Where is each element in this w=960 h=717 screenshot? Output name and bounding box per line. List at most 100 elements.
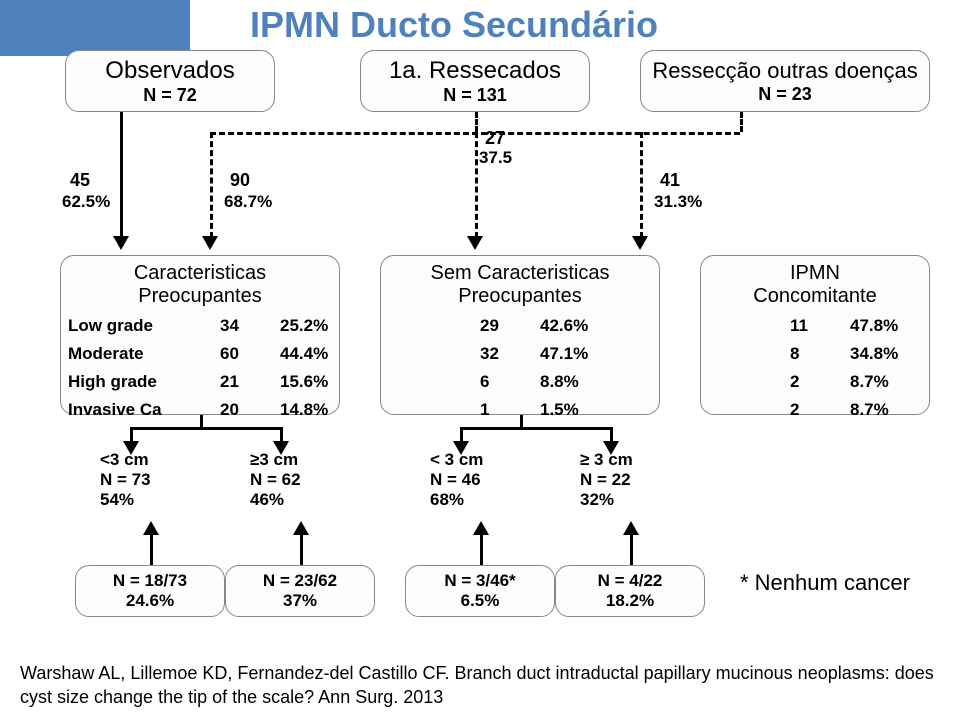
dash-line: [475, 112, 478, 132]
blue-band: [0, 0, 190, 56]
grade-cell: 29: [480, 316, 499, 336]
bottom-bubble-3: N = 4/2218.2%: [555, 565, 705, 617]
solid-line: [630, 535, 633, 565]
grade-cell: 60: [220, 344, 239, 364]
arrow-down-icon: [632, 236, 648, 250]
solid-line: [300, 535, 303, 565]
top-bubble-sub: N = 131: [443, 85, 507, 106]
size-label: ≥ 3 cm: [580, 450, 633, 470]
size-label: 54%: [100, 490, 134, 510]
dash-line: [740, 112, 743, 132]
solid-line: [120, 112, 123, 238]
bottom-n: N = 4/22: [598, 571, 663, 591]
size-label: N = 62: [250, 470, 301, 490]
grade-cell: 11: [790, 316, 808, 336]
bottom-bubble-2: N = 3/46*6.5%: [405, 565, 555, 617]
bottom-bubble-1: N = 23/6237%: [225, 565, 375, 617]
grade-cell: 20: [220, 400, 239, 420]
split-pct: 37.5: [479, 148, 512, 168]
second-bubble-title: IPMN Concomitante: [753, 262, 876, 308]
top-bubble-2: Ressecção outras doençasN = 23: [640, 50, 930, 112]
bottom-n: N = 3/46*: [444, 571, 515, 591]
top-bubble-1: 1a. RessecadosN = 131: [360, 50, 590, 112]
grade-cell: 2: [790, 372, 799, 392]
arrow-down-icon: [202, 236, 218, 250]
grade-cell: 44.4%: [280, 344, 328, 364]
grade-cell: 42.6%: [540, 316, 588, 336]
bottom-pct: 37%: [283, 591, 317, 611]
grade-cell: 1.5%: [540, 400, 579, 420]
grade-cell: 2: [790, 400, 799, 420]
dash-line: [210, 132, 213, 238]
top-bubble-label: Observados: [105, 57, 234, 85]
solid-line: [150, 535, 153, 565]
size-label: 46%: [250, 490, 284, 510]
grade-cell: Moderate: [68, 344, 144, 364]
size-label: < 3 cm: [430, 450, 483, 470]
grade-cell: 8.8%: [540, 372, 579, 392]
size-label: 32%: [580, 490, 614, 510]
bottom-pct: 18.2%: [606, 591, 654, 611]
grade-cell: 15.6%: [280, 372, 328, 392]
grade-cell: 47.8%: [850, 316, 898, 336]
branch-n: 41: [660, 170, 680, 191]
arrow-up-icon: [143, 521, 159, 535]
arrow-down-icon: [113, 236, 129, 250]
top-bubble-label: Ressecção outras doenças: [652, 58, 917, 84]
second-bubble-1: Sem Caracteristicas Preocupantes: [380, 255, 660, 415]
branch-n: 90: [230, 170, 250, 191]
grade-cell: 32: [480, 344, 499, 364]
split-n: 27: [485, 128, 505, 149]
grade-cell: 6: [480, 372, 489, 392]
top-bubble-sub: N = 23: [758, 84, 812, 105]
dash-line: [475, 132, 478, 238]
solid-line: [480, 535, 483, 565]
arrow-up-icon: [293, 521, 309, 535]
stage: IPMN Ducto Secundário ObservadosN = 72 1a…: [0, 0, 960, 717]
dash-line: [640, 132, 643, 238]
arrow-up-icon: [473, 521, 489, 535]
grade-cell: 21: [220, 372, 239, 392]
arrow-up-icon: [623, 521, 639, 535]
top-bubble-sub: N = 72: [143, 85, 197, 106]
solid-line: [200, 415, 203, 427]
grade-cell: 1: [480, 400, 489, 420]
grade-cell: Low grade: [68, 316, 153, 336]
bottom-pct: 24.6%: [126, 591, 174, 611]
grade-cell: 47.1%: [540, 344, 588, 364]
grade-cell: 34.8%: [850, 344, 898, 364]
size-label: <3 cm: [100, 450, 149, 470]
bottom-pct: 6.5%: [461, 591, 500, 611]
grade-cell: Invasive Ca: [68, 400, 162, 420]
second-bubble-title: Caracteristicas Preocupantes: [134, 262, 266, 308]
branch-pct: 31.3%: [654, 192, 702, 212]
top-bubble-0: ObservadosN = 72: [65, 50, 275, 112]
grade-cell: 34: [220, 316, 239, 336]
main-title: IPMN Ducto Secundário: [250, 4, 658, 46]
branch-pct: 68.7%: [224, 192, 272, 212]
note-no-cancer: * Nenhum cancer: [740, 570, 910, 596]
solid-line: [460, 427, 610, 430]
top-bubble-label: 1a. Ressecados: [389, 57, 561, 85]
grade-cell: 8.7%: [850, 400, 889, 420]
size-label: N = 46: [430, 470, 481, 490]
arrow-down-icon: [467, 236, 483, 250]
grade-cell: High grade: [68, 372, 157, 392]
size-label: N = 73: [100, 470, 151, 490]
citation: Warshaw AL, Lillemoe KD, Fernandez-del C…: [20, 662, 940, 709]
bottom-n: N = 23/62: [263, 571, 337, 591]
bottom-bubble-0: N = 18/7324.6%: [75, 565, 225, 617]
grade-cell: 8: [790, 344, 799, 364]
bottom-n: N = 18/73: [113, 571, 187, 591]
grade-cell: 8.7%: [850, 372, 889, 392]
size-label: N = 22: [580, 470, 631, 490]
left-pct: 62.5%: [62, 192, 110, 212]
solid-line: [130, 427, 280, 430]
grade-cell: 25.2%: [280, 316, 328, 336]
second-bubble-title: Sem Caracteristicas Preocupantes: [431, 262, 610, 308]
grade-cell: 14.8%: [280, 400, 328, 420]
size-label: ≥3 cm: [250, 450, 298, 470]
size-label: 68%: [430, 490, 464, 510]
left-n: 45: [70, 170, 90, 191]
solid-line: [520, 415, 523, 427]
